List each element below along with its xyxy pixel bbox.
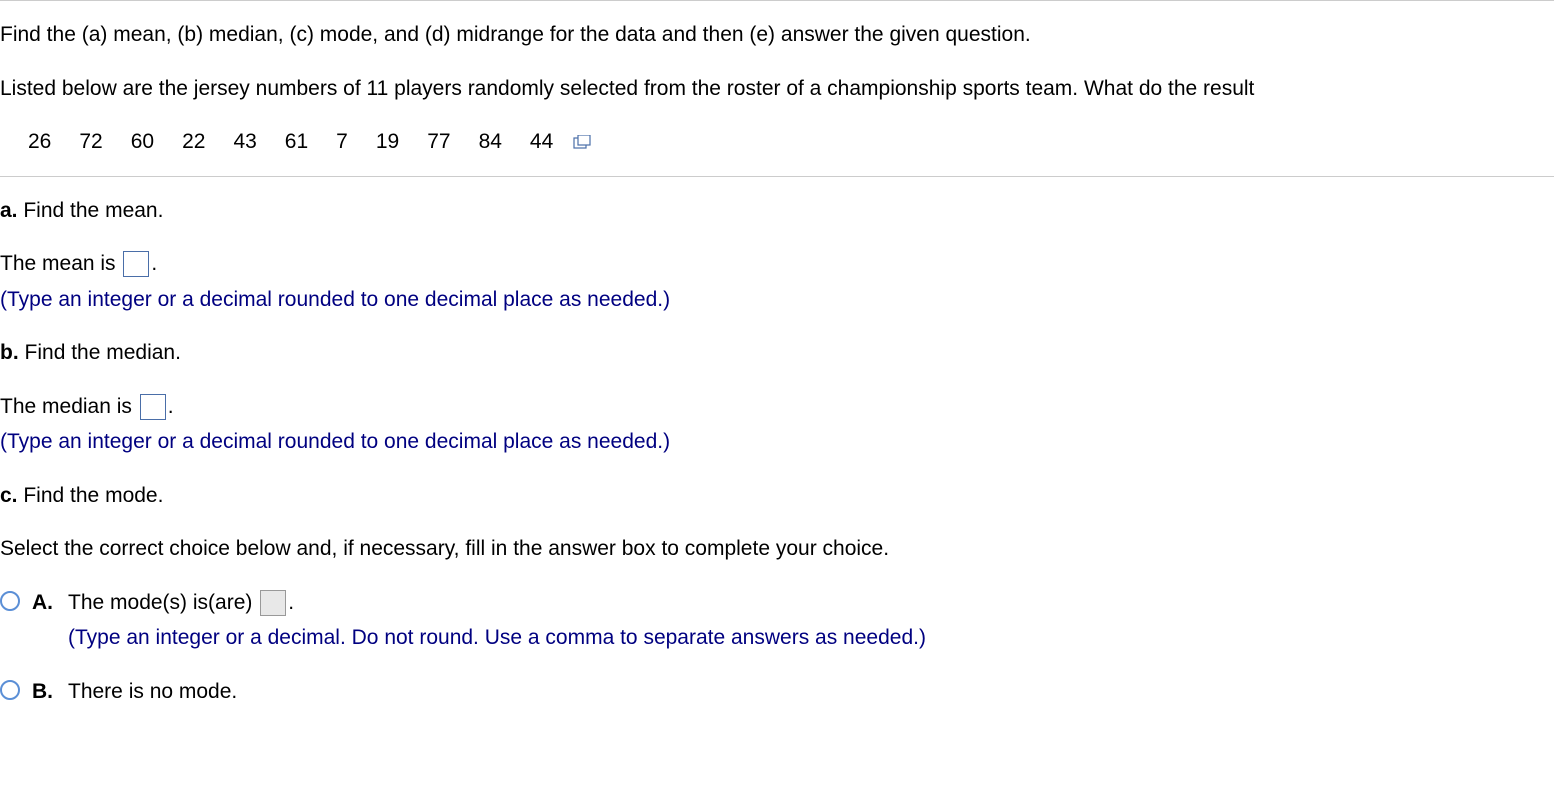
data-value: 72 <box>79 126 102 158</box>
choice-b-label: B. <box>32 676 68 708</box>
part-a-hint: (Type an integer or a decimal rounded to… <box>0 284 1554 316</box>
part-a: a. Find the mean. The mean is . (Type an… <box>0 195 1554 316</box>
part-b-prompt-text: Find the median. <box>25 341 181 364</box>
data-value: 84 <box>479 126 502 158</box>
question-body: a. Find the mean. The mean is . (Type an… <box>0 177 1554 710</box>
choice-a-prefix: The mode(s) is(are) <box>68 591 258 614</box>
choice-a-label: A. <box>32 587 68 619</box>
copy-icon[interactable] <box>573 135 589 149</box>
part-b-hint: (Type an integer or a decimal rounded to… <box>0 426 1554 458</box>
data-value: 60 <box>131 126 154 158</box>
choice-b-content: There is no mode. <box>68 676 1554 708</box>
part-a-label: a. <box>0 199 18 222</box>
choice-b-text: There is no mode. <box>68 676 1554 708</box>
part-c-label: c. <box>0 484 18 507</box>
data-value: 77 <box>427 126 450 158</box>
data-row: 26 72 60 22 43 61 7 19 77 84 44 <box>0 126 1554 158</box>
median-input[interactable] <box>140 394 166 420</box>
part-b-answer-line: The median is . <box>0 391 1554 423</box>
data-value: 19 <box>376 126 399 158</box>
part-b: b. Find the median. The median is . (Typ… <box>0 337 1554 458</box>
question-header: Find the (a) mean, (b) median, (c) mode,… <box>0 0 1554 177</box>
choice-a-row: A. The mode(s) is(are) . (Type an intege… <box>0 587 1554 654</box>
part-c-prompt: c. Find the mode. <box>0 480 1554 512</box>
mean-input[interactable] <box>123 251 149 277</box>
part-b-answer-suffix: . <box>168 395 174 418</box>
part-c-prompt-text: Find the mode. <box>23 484 163 507</box>
part-a-prompt: a. Find the mean. <box>0 195 1554 227</box>
part-b-label: b. <box>0 341 19 364</box>
choice-a-content: The mode(s) is(are) . (Type an integer o… <box>68 587 1554 654</box>
choice-a-radio-wrap <box>0 587 32 621</box>
choice-a-text-line: The mode(s) is(are) . <box>68 587 1554 619</box>
data-value: 61 <box>285 126 308 158</box>
part-a-answer-suffix: . <box>151 252 157 275</box>
part-a-answer-line: The mean is . <box>0 248 1554 280</box>
part-c-instruction: Select the correct choice below and, if … <box>0 533 1554 565</box>
part-b-prompt: b. Find the median. <box>0 337 1554 369</box>
data-value: 22 <box>182 126 205 158</box>
part-a-answer-prefix: The mean is <box>0 252 121 275</box>
mode-input[interactable] <box>260 590 286 616</box>
choice-a-radio[interactable] <box>0 591 20 611</box>
choice-a-hint: (Type an integer or a decimal. Do not ro… <box>68 622 1554 654</box>
choice-a-suffix: . <box>288 591 294 614</box>
data-value: 43 <box>233 126 256 158</box>
choice-b-radio-wrap <box>0 676 32 710</box>
context-text: Listed below are the jersey numbers of 1… <box>0 73 1554 105</box>
part-b-answer-prefix: The median is <box>0 395 138 418</box>
part-c: c. Find the mode. Select the correct cho… <box>0 480 1554 710</box>
data-value: 7 <box>336 126 348 158</box>
choice-b-row: B. There is no mode. <box>0 676 1554 710</box>
question-container: Find the (a) mean, (b) median, (c) mode,… <box>0 0 1554 709</box>
intro-text: Find the (a) mean, (b) median, (c) mode,… <box>0 19 1554 51</box>
data-value: 26 <box>28 126 51 158</box>
data-value: 44 <box>530 126 553 158</box>
choice-b-radio[interactable] <box>0 680 20 700</box>
part-a-prompt-text: Find the mean. <box>23 199 163 222</box>
